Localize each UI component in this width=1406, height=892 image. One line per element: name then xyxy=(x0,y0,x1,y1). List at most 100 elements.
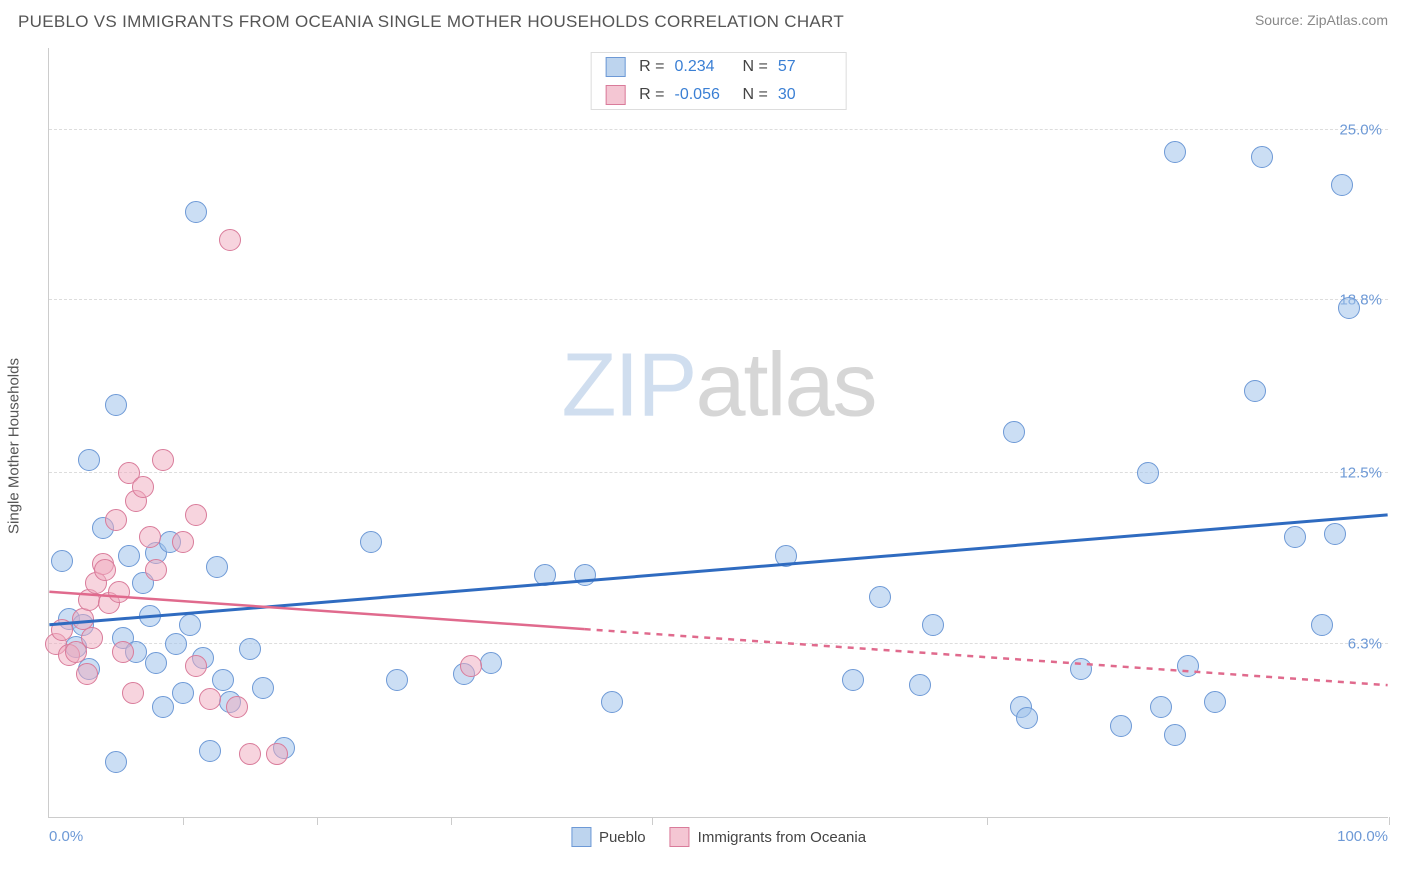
scatter-point-pueblo xyxy=(51,550,73,572)
scatter-point-pueblo xyxy=(1177,655,1199,677)
scatter-plot-area: ZIPatlas R = 0.234 N = 57 R = -0.056 N =… xyxy=(48,48,1388,818)
scatter-point-pueblo xyxy=(145,652,167,674)
n-label: N = xyxy=(743,58,768,76)
scatter-point-pueblo xyxy=(1331,174,1353,196)
scatter-point-pueblo xyxy=(922,614,944,636)
scatter-point-oceania xyxy=(226,696,248,718)
r-label: R = xyxy=(639,86,664,104)
scatter-point-oceania xyxy=(185,504,207,526)
scatter-point-pueblo xyxy=(1164,141,1186,163)
x-tick xyxy=(1389,817,1390,825)
scatter-point-oceania xyxy=(172,531,194,553)
scatter-point-pueblo xyxy=(1338,297,1360,319)
scatter-point-pueblo xyxy=(1164,724,1186,746)
x-tick xyxy=(652,817,653,825)
x-tick xyxy=(317,817,318,825)
series-legend-item-oceania: Immigrants from Oceania xyxy=(670,827,866,847)
correlation-legend-row-oceania: R = -0.056 N = 30 xyxy=(591,81,846,109)
watermark-atlas: atlas xyxy=(695,336,875,436)
scatter-point-oceania xyxy=(185,655,207,677)
scatter-point-pueblo xyxy=(1016,707,1038,729)
scatter-point-pueblo xyxy=(1150,696,1172,718)
scatter-point-pueblo xyxy=(152,696,174,718)
scatter-point-oceania xyxy=(132,476,154,498)
scatter-point-pueblo xyxy=(842,669,864,691)
chart-header: PUEBLO VS IMMIGRANTS FROM OCEANIA SINGLE… xyxy=(0,0,1406,38)
scatter-point-oceania xyxy=(81,627,103,649)
scatter-point-oceania xyxy=(152,449,174,471)
scatter-point-oceania xyxy=(239,743,261,765)
scatter-point-pueblo xyxy=(139,605,161,627)
scatter-point-pueblo xyxy=(1324,523,1346,545)
scatter-point-pueblo xyxy=(386,669,408,691)
scatter-point-pueblo xyxy=(1110,715,1132,737)
scatter-point-pueblo xyxy=(1003,421,1025,443)
scatter-point-pueblo xyxy=(206,556,228,578)
oceania-series-label: Immigrants from Oceania xyxy=(698,829,866,846)
scatter-point-pueblo xyxy=(1311,614,1333,636)
scatter-point-pueblo xyxy=(78,449,100,471)
x-axis-max-label: 100.0% xyxy=(1337,828,1388,845)
y-axis-title: Single Mother Households xyxy=(6,358,23,534)
scatter-point-oceania xyxy=(139,526,161,548)
pueblo-series-label: Pueblo xyxy=(599,829,646,846)
scatter-point-oceania xyxy=(94,559,116,581)
scatter-point-pueblo xyxy=(179,614,201,636)
scatter-point-oceania xyxy=(199,688,221,710)
pueblo-swatch-icon xyxy=(571,827,591,847)
scatter-point-pueblo xyxy=(909,674,931,696)
scatter-point-pueblo xyxy=(1137,462,1159,484)
scatter-point-pueblo xyxy=(534,564,556,586)
oceania-swatch-icon xyxy=(670,827,690,847)
x-tick xyxy=(987,817,988,825)
gridline xyxy=(49,129,1388,130)
scatter-point-pueblo xyxy=(1070,658,1092,680)
scatter-point-oceania xyxy=(460,655,482,677)
x-tick xyxy=(183,817,184,825)
source-attribution: Source: ZipAtlas.com xyxy=(1255,12,1388,28)
scatter-point-pueblo xyxy=(185,201,207,223)
scatter-point-pueblo xyxy=(105,394,127,416)
scatter-point-oceania xyxy=(105,509,127,531)
source-label: Source: xyxy=(1255,12,1307,28)
scatter-point-pueblo xyxy=(1244,380,1266,402)
correlation-legend-row-pueblo: R = 0.234 N = 57 xyxy=(591,53,846,81)
y-tick-label: 6.3% xyxy=(1348,635,1382,652)
scatter-point-oceania xyxy=(76,663,98,685)
scatter-point-pueblo xyxy=(869,586,891,608)
chart-title: PUEBLO VS IMMIGRANTS FROM OCEANIA SINGLE… xyxy=(18,12,844,32)
trend-lines xyxy=(49,48,1388,817)
watermark: ZIPatlas xyxy=(561,335,875,438)
oceania-swatch-icon xyxy=(605,85,625,105)
scatter-point-pueblo xyxy=(574,564,596,586)
y-tick-label: 25.0% xyxy=(1339,121,1382,138)
oceania-n-value: 30 xyxy=(778,86,832,104)
scatter-point-oceania xyxy=(112,641,134,663)
scatter-point-oceania xyxy=(51,619,73,641)
series-legend: Pueblo Immigrants from Oceania xyxy=(571,827,866,847)
scatter-point-pueblo xyxy=(360,531,382,553)
gridline xyxy=(49,299,1388,300)
scatter-point-pueblo xyxy=(601,691,623,713)
scatter-point-oceania xyxy=(266,743,288,765)
scatter-point-pueblo xyxy=(252,677,274,699)
r-label: R = xyxy=(639,58,664,76)
watermark-zip: ZIP xyxy=(561,336,695,436)
oceania-r-value: -0.056 xyxy=(675,86,729,104)
pueblo-r-value: 0.234 xyxy=(675,58,729,76)
y-tick-label: 12.5% xyxy=(1339,465,1382,482)
pueblo-swatch-icon xyxy=(605,57,625,77)
n-label: N = xyxy=(743,86,768,104)
scatter-point-oceania xyxy=(108,581,130,603)
scatter-point-pueblo xyxy=(212,669,234,691)
scatter-point-pueblo xyxy=(1251,146,1273,168)
scatter-point-pueblo xyxy=(118,545,140,567)
scatter-point-oceania xyxy=(219,229,241,251)
scatter-point-pueblo xyxy=(480,652,502,674)
x-tick xyxy=(451,817,452,825)
x-axis-min-label: 0.0% xyxy=(49,828,83,845)
correlation-legend: R = 0.234 N = 57 R = -0.056 N = 30 xyxy=(590,52,847,110)
series-legend-item-pueblo: Pueblo xyxy=(571,827,646,847)
scatter-point-pueblo xyxy=(1204,691,1226,713)
scatter-point-pueblo xyxy=(105,751,127,773)
